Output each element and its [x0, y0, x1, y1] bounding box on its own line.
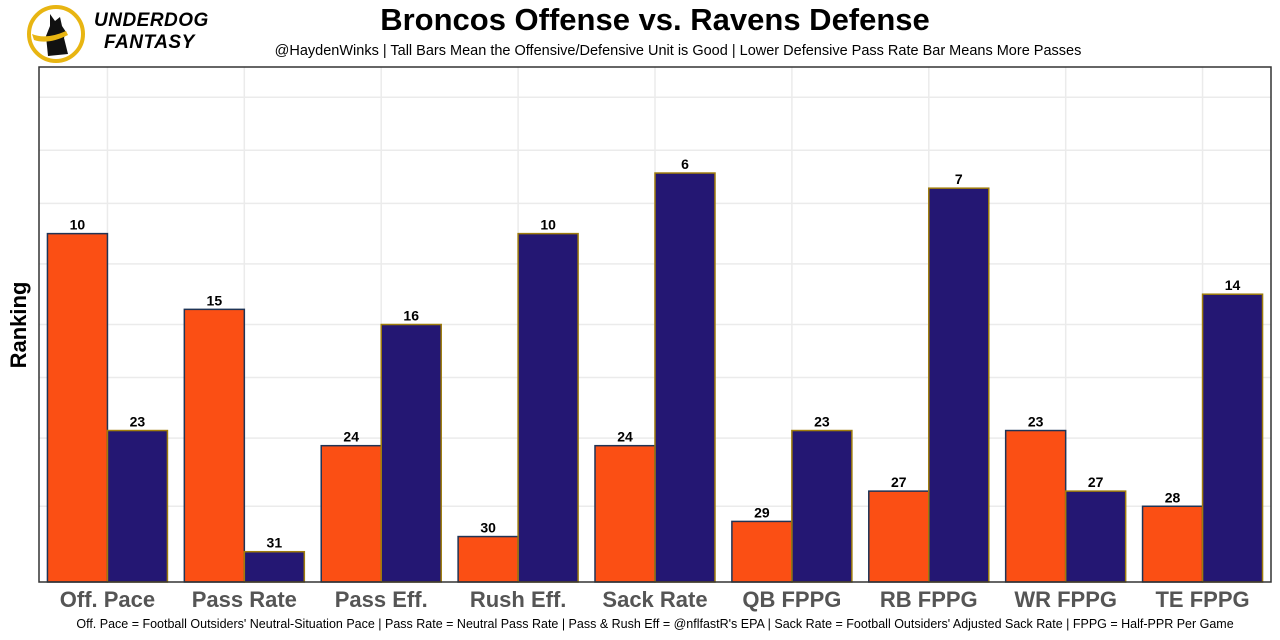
- offense-bar: [320, 444, 382, 583]
- data-labels: 10 23 15 31 24 16 30 10 24 6 29 23 27 7 23 27 28 14: [70, 156, 1241, 551]
- data-label: 10: [70, 217, 86, 233]
- offense-bar: [457, 535, 519, 583]
- data-label: 15: [207, 292, 223, 308]
- defense-bar: [1201, 293, 1264, 583]
- data-label: 30: [480, 520, 496, 536]
- offense-bar: [183, 308, 246, 583]
- data-label: 10: [540, 217, 556, 233]
- brand-line-1: UNDERDOG: [94, 10, 209, 31]
- data-label: 24: [343, 429, 359, 445]
- data-label: 28: [1165, 489, 1181, 505]
- defense-bar: [654, 172, 716, 583]
- defense-bar: [243, 550, 306, 583]
- data-label: 23: [1028, 414, 1044, 430]
- x-tick-label: Rush Eff.: [470, 587, 567, 612]
- x-tick-labels: Off. Pace Pass Rate Pass Eff. Rush Eff. Sack…: [60, 587, 1250, 612]
- data-label: 27: [891, 474, 907, 490]
- data-label: 23: [130, 414, 146, 430]
- y-axis-label: Ranking: [6, 282, 31, 369]
- x-tick-label: Pass Eff.: [335, 587, 428, 612]
- offense-bar: [731, 520, 793, 583]
- offense-bar: [1141, 505, 1204, 583]
- defense-bar: [928, 187, 990, 583]
- data-label: 24: [617, 429, 633, 445]
- data-label: 14: [1225, 277, 1241, 293]
- defense-bar: [106, 429, 169, 583]
- x-tick-label: Off. Pace: [60, 587, 155, 612]
- bars: [46, 172, 1264, 583]
- chart-subtitle: @HaydenWinks | Tall Bars Mean the Offens…: [274, 43, 1082, 59]
- data-label: 31: [267, 535, 283, 551]
- data-label: 16: [403, 308, 419, 324]
- defense-bar: [1064, 490, 1127, 583]
- defense-bar: [791, 429, 853, 583]
- offense-bar: [594, 444, 656, 583]
- x-tick-label: RB FPPG: [880, 587, 978, 612]
- x-tick-label: TE FPPG: [1155, 587, 1249, 612]
- offense-bar: [868, 490, 930, 583]
- chart-caption: Off. Pace = Football Outsiders' Neutral-…: [76, 617, 1234, 631]
- underdog-logo-icon: [27, 5, 85, 63]
- data-label: 27: [1088, 474, 1104, 490]
- defense-bar: [380, 323, 442, 583]
- x-tick-label: Pass Rate: [192, 587, 297, 612]
- data-label: 7: [955, 171, 963, 187]
- offense-bar: [46, 232, 109, 583]
- x-tick-label: QB FPPG: [742, 587, 841, 612]
- defense-bar: [517, 232, 579, 583]
- offense-bar: [1004, 429, 1067, 583]
- data-label: 29: [754, 504, 770, 520]
- x-tick-label: WR FPPG: [1014, 587, 1117, 612]
- x-tick-label: Sack Rate: [602, 587, 707, 612]
- data-label: 6: [681, 156, 689, 172]
- data-label: 23: [814, 414, 830, 430]
- chart-title: Broncos Offense vs. Ravens Defense: [380, 2, 930, 37]
- brand-wordmark: UNDERDOG FANTASY: [94, 10, 209, 54]
- brand-line-2: FANTASY: [104, 32, 195, 53]
- plot-panel-border: [38, 66, 1272, 583]
